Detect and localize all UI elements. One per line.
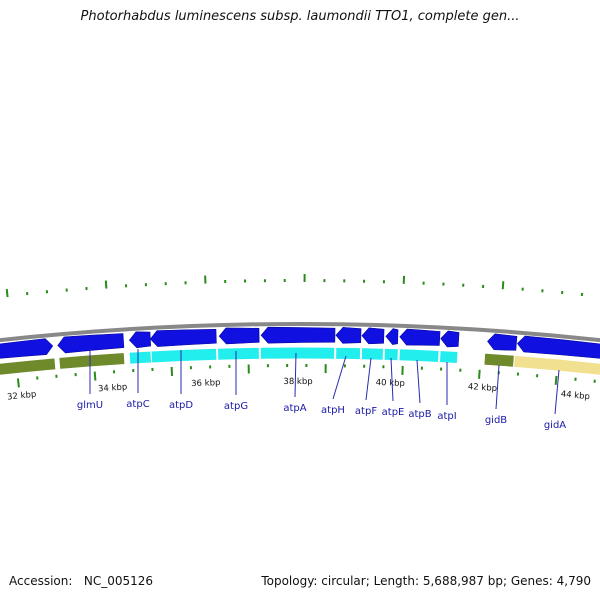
gene-label-gidB: gidB xyxy=(485,415,507,426)
inner-tick xyxy=(479,370,480,379)
gene-label-leader xyxy=(366,358,371,400)
gene-arrow xyxy=(150,329,216,346)
gene-arrow xyxy=(400,329,440,345)
scale-label: 40 kbp xyxy=(376,378,406,389)
gene-arrow xyxy=(336,327,361,343)
cog-segment xyxy=(151,348,217,363)
scale-labels: 32 kbp 34 kbp 36 kbp 38 kbp 40 kbp 42 kbp 44 k… xyxy=(7,377,591,403)
inner-tick xyxy=(18,378,19,387)
gene-label-atpE: atpE xyxy=(382,407,405,418)
genes-label: Genes: xyxy=(511,574,553,588)
gene-label-leader xyxy=(333,356,346,399)
scale-label: 42 kbp xyxy=(467,382,497,394)
gene-label-glmU: glmU xyxy=(77,400,103,411)
cog-segment xyxy=(218,347,260,360)
accession-label: Accession: xyxy=(9,574,72,588)
outer-tick-ring xyxy=(7,274,600,298)
accession-footer: Accession: NC_005126 xyxy=(9,574,153,588)
gene-arrow xyxy=(261,327,335,343)
gene-label-atpH: atpH xyxy=(321,405,345,416)
topology-value: circular xyxy=(321,574,365,588)
cog-segment xyxy=(399,349,439,363)
outer-tick xyxy=(106,281,107,289)
cog-segment xyxy=(439,351,457,364)
accession-value: NC_005126 xyxy=(84,574,153,588)
cog-segment xyxy=(514,355,600,377)
gene-label-atpF: atpF xyxy=(355,406,377,417)
gene-label-atpG: atpG xyxy=(224,401,248,412)
topology-label: Topology: xyxy=(261,574,317,588)
gene-arrow xyxy=(386,329,398,345)
outer-tick xyxy=(7,289,8,297)
length-value: 5,688,987 bp xyxy=(423,574,503,588)
outer-tick xyxy=(503,281,504,289)
inner-tick xyxy=(95,372,96,381)
genome-stats-footer: Topology: circular; Length: 5,688,987 bp… xyxy=(261,574,591,588)
cog-segment xyxy=(260,347,335,359)
gene-arrow xyxy=(488,334,517,351)
inner-tick xyxy=(556,376,557,385)
gene-label-atpC: atpC xyxy=(126,399,149,410)
gene-label-atpD: atpD xyxy=(169,400,193,411)
scale-label: 36 kbp xyxy=(191,378,221,389)
gene-label-atpB: atpB xyxy=(408,409,431,420)
cog-segment xyxy=(129,351,151,364)
cog-segment xyxy=(361,348,383,361)
gene-label-leader xyxy=(295,353,296,397)
cog-segment xyxy=(336,347,361,359)
genes-value: 4,790 xyxy=(557,574,591,588)
scale-label: 34 kbp xyxy=(98,382,128,394)
gene-arrow xyxy=(129,332,150,348)
scale-label: 32 kbp xyxy=(7,390,37,403)
scale-label: 44 kbp xyxy=(560,389,590,402)
gene-arrow xyxy=(58,334,124,353)
scale-label: 38 kbp xyxy=(283,377,312,387)
cog-segment xyxy=(0,358,56,376)
length-label: Length: xyxy=(374,574,419,588)
gene-label-leader xyxy=(417,360,420,403)
gene-arrow xyxy=(0,339,53,359)
gene-arrow xyxy=(362,328,384,344)
gene-label-gidA: gidA xyxy=(544,420,566,431)
map-title: Photorhabdus luminescens subsp. laumondi… xyxy=(0,9,600,24)
gene-label-atpI: atpI xyxy=(437,411,456,422)
gene-label-atpA: atpA xyxy=(283,403,306,414)
gene-arrow xyxy=(441,331,459,347)
gene-arrow xyxy=(219,328,259,344)
cog-segment xyxy=(59,353,125,370)
